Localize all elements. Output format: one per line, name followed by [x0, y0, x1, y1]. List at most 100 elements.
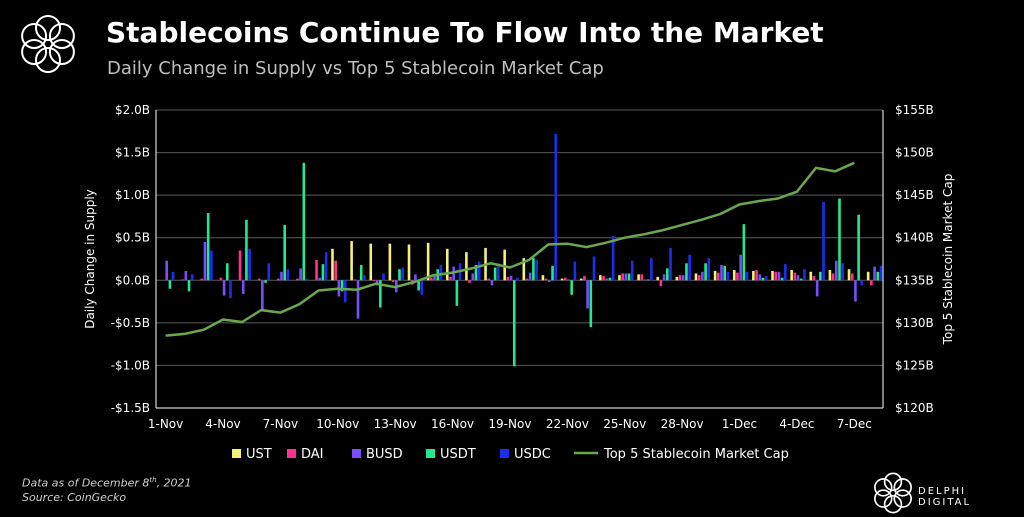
legend-label: USDC — [514, 447, 551, 462]
page-subtitle: Daily Change in Supply vs Top 5 Stableco… — [107, 58, 604, 79]
bar-dai — [430, 277, 433, 281]
bar-dai — [200, 278, 204, 281]
bar-ust — [618, 275, 621, 281]
bar-busd — [261, 280, 264, 310]
bar-dai — [755, 270, 758, 281]
bar-ust — [713, 270, 717, 281]
bar-ust — [771, 270, 774, 281]
bar-usdt — [666, 268, 669, 281]
bar-ust — [809, 271, 813, 281]
bar-busd — [471, 273, 475, 281]
bar-usdt — [321, 264, 325, 281]
bar-ust — [579, 278, 583, 281]
bar-dai — [219, 277, 223, 281]
bar-ust — [331, 248, 334, 281]
bar-usdt — [532, 258, 535, 281]
legend-swatch — [232, 449, 241, 458]
bar-busd — [356, 280, 360, 319]
bar-ust — [445, 248, 449, 281]
bar-usdc — [669, 247, 672, 281]
bar-usdc — [439, 264, 443, 281]
bar-usdt — [570, 280, 573, 295]
x-tick-label: 1-Nov — [148, 417, 183, 431]
bar-dai — [621, 273, 624, 281]
bar-usdc — [592, 256, 596, 281]
bar-dai — [717, 272, 720, 281]
bar-busd — [624, 273, 628, 281]
y2-tick-label: $140B — [895, 231, 934, 245]
bar-usdt — [685, 263, 688, 281]
bar-dai — [353, 279, 357, 281]
bar-dai — [583, 276, 586, 281]
bar-usdc — [707, 258, 711, 281]
bar-ust — [465, 252, 468, 281]
x-tick-label: 19-Nov — [488, 417, 531, 431]
bar-usdc — [497, 263, 500, 281]
bar-ust — [388, 243, 392, 281]
legend-swatch — [352, 449, 361, 458]
bar-usdt — [245, 219, 248, 281]
bar-ust — [656, 276, 660, 281]
bar-dai — [257, 278, 261, 281]
y2-axis-title: Top 5 Stablecoin Market Cap — [941, 174, 955, 346]
bar-busd — [567, 279, 570, 281]
bar-usdc — [382, 273, 385, 281]
bar-ust — [369, 243, 373, 281]
bar-dai — [812, 276, 816, 281]
bar-usdc — [477, 261, 481, 281]
bar-usdc — [611, 236, 615, 281]
x-tick-label: 1-Dec — [722, 417, 757, 431]
legend-label: DAI — [301, 447, 324, 462]
bar-usdc — [573, 261, 577, 281]
bar-dai — [487, 278, 491, 281]
y-tick-label: -$0.5B — [111, 316, 150, 330]
bar-busd — [815, 280, 819, 297]
x-tick-label: 25-Nov — [603, 417, 646, 431]
y2-tick-label: $130B — [895, 316, 934, 330]
y-tick-label: -$1.0B — [111, 358, 150, 372]
bar-dai — [793, 272, 797, 281]
y-tick-label: $1.5B — [115, 146, 150, 160]
bar-usdt — [340, 280, 344, 292]
bar-busd — [222, 280, 226, 296]
bar-usdc — [822, 201, 825, 281]
bar-ust — [828, 270, 832, 281]
bar-dai — [659, 280, 663, 287]
bar-usdt — [876, 271, 880, 281]
bar-usdc — [210, 250, 213, 281]
bar-usdc — [190, 274, 194, 281]
bar-usdt — [589, 280, 593, 328]
bar-usdt — [225, 263, 229, 281]
y-tick-label: -$1.5B — [111, 401, 150, 415]
bar-dai — [181, 279, 184, 281]
bar-ust — [790, 270, 793, 281]
bar-dai — [276, 278, 280, 281]
bar-usdc — [841, 263, 845, 281]
bar-usdc — [286, 269, 290, 281]
bar-dai — [544, 278, 548, 281]
bar-usdt — [723, 265, 727, 281]
y-tick-label: $1.0B — [115, 188, 150, 202]
y-tick-label: $0.0B — [115, 273, 150, 287]
bar-usdt — [627, 273, 631, 281]
bar-busd — [318, 277, 322, 281]
bar-usdt — [780, 277, 784, 281]
legend-label: USDT — [440, 447, 476, 462]
bar-usdt — [474, 264, 478, 281]
bar-busd — [681, 275, 685, 281]
bar-ust — [541, 275, 545, 281]
bar-ust — [694, 273, 698, 281]
bar-busd — [720, 264, 723, 281]
x-tick-label: 28-Nov — [661, 417, 704, 431]
bar-usdt — [264, 280, 267, 283]
bar-busd — [299, 268, 302, 281]
x-tick-label: 16-Nov — [431, 417, 474, 431]
bar-dai — [391, 280, 395, 282]
bar-dai — [678, 275, 682, 281]
bar-busd — [280, 271, 283, 281]
bar-ust — [599, 275, 602, 281]
x-tick-label: 7-Dec — [837, 417, 872, 431]
bar-dai — [238, 250, 242, 281]
legend-swatch — [426, 449, 435, 458]
